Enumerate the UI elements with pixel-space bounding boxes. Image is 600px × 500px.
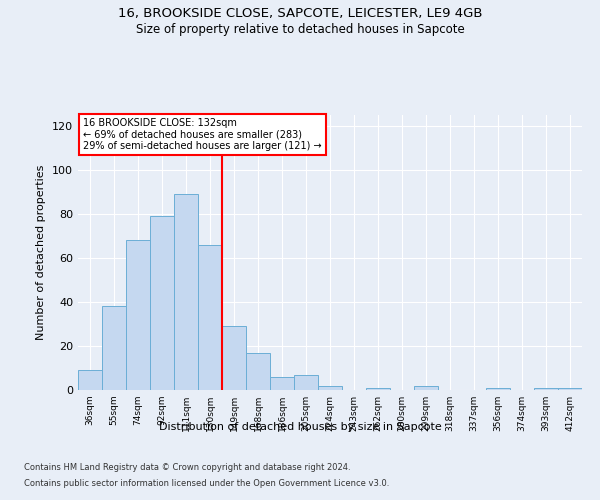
Bar [174,194,198,390]
Bar [414,386,438,390]
Bar [318,386,342,390]
Bar [534,388,558,390]
Bar [294,374,318,390]
Bar [150,216,174,390]
Text: 16, BROOKSIDE CLOSE, SAPCOTE, LEICESTER, LE9 4GB: 16, BROOKSIDE CLOSE, SAPCOTE, LEICESTER,… [118,8,482,20]
Bar [270,377,294,390]
Bar [222,326,246,390]
Y-axis label: Number of detached properties: Number of detached properties [37,165,46,340]
Bar [126,240,150,390]
Bar [198,245,222,390]
Text: 16 BROOKSIDE CLOSE: 132sqm
← 69% of detached houses are smaller (283)
29% of sem: 16 BROOKSIDE CLOSE: 132sqm ← 69% of deta… [83,118,322,151]
Bar [558,388,582,390]
Text: Size of property relative to detached houses in Sapcote: Size of property relative to detached ho… [136,22,464,36]
Bar [102,306,126,390]
Text: Distribution of detached houses by size in Sapcote: Distribution of detached houses by size … [158,422,442,432]
Bar [246,352,270,390]
Text: Contains HM Land Registry data © Crown copyright and database right 2024.: Contains HM Land Registry data © Crown c… [24,464,350,472]
Bar [486,388,510,390]
Bar [366,388,390,390]
Text: Contains public sector information licensed under the Open Government Licence v3: Contains public sector information licen… [24,478,389,488]
Bar [78,370,102,390]
